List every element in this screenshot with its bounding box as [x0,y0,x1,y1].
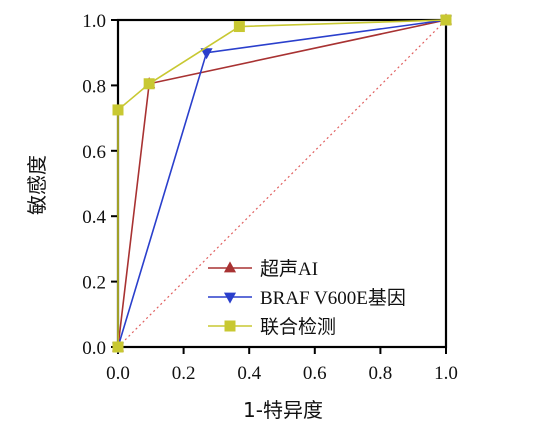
x-tick-label: 0.2 [172,363,196,384]
y-tick-label: 0.6 [82,142,106,163]
legend-marker-1 [223,292,237,304]
y-tick-label: 0.0 [82,338,106,359]
y-tick-label: 0.2 [82,273,106,294]
y-tick-label: 0.4 [82,207,106,228]
x-tick-label: 0.6 [303,363,327,384]
legend-label-2: 联合检测 [260,316,336,338]
series-1-point [200,48,213,60]
y-tick-label: 0.8 [82,76,106,97]
series-2-point [112,341,124,353]
x-tick-label: 0.4 [237,363,261,384]
y-tick-label: 1.0 [82,11,106,32]
legend-label-0: 超声AI [260,258,318,280]
series-2-point [233,21,245,33]
legend-label-1: BRAF V600E基因 [260,287,406,309]
series-2-point [143,78,155,90]
reference-diagonal [117,19,447,348]
y-axis-label: 敏感度 [25,155,49,215]
series-2-point [440,14,452,26]
series-2-point [112,104,124,116]
x-tick-label: 0.8 [369,363,393,384]
x-axis-label: 1-特异度 [243,398,323,422]
legend-marker-2 [224,320,236,332]
legend-marker-0 [223,261,237,273]
plot-area: 0.0 0.2 0.4 0.6 0.8 1.0 0.0 0.2 0.4 0.6 0.8 1.0 超声AI… [82,11,458,384]
x-tick-label: 1.0 [434,363,458,384]
x-tick-label: 0.0 [106,363,130,384]
